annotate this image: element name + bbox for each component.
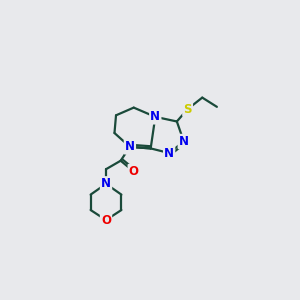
Text: O: O <box>101 214 111 226</box>
Text: N: N <box>150 110 160 123</box>
Text: N: N <box>179 135 189 148</box>
Text: N: N <box>164 146 174 160</box>
Text: N: N <box>101 177 111 190</box>
Text: N: N <box>125 140 135 153</box>
Text: S: S <box>183 103 192 116</box>
Text: O: O <box>129 165 139 178</box>
